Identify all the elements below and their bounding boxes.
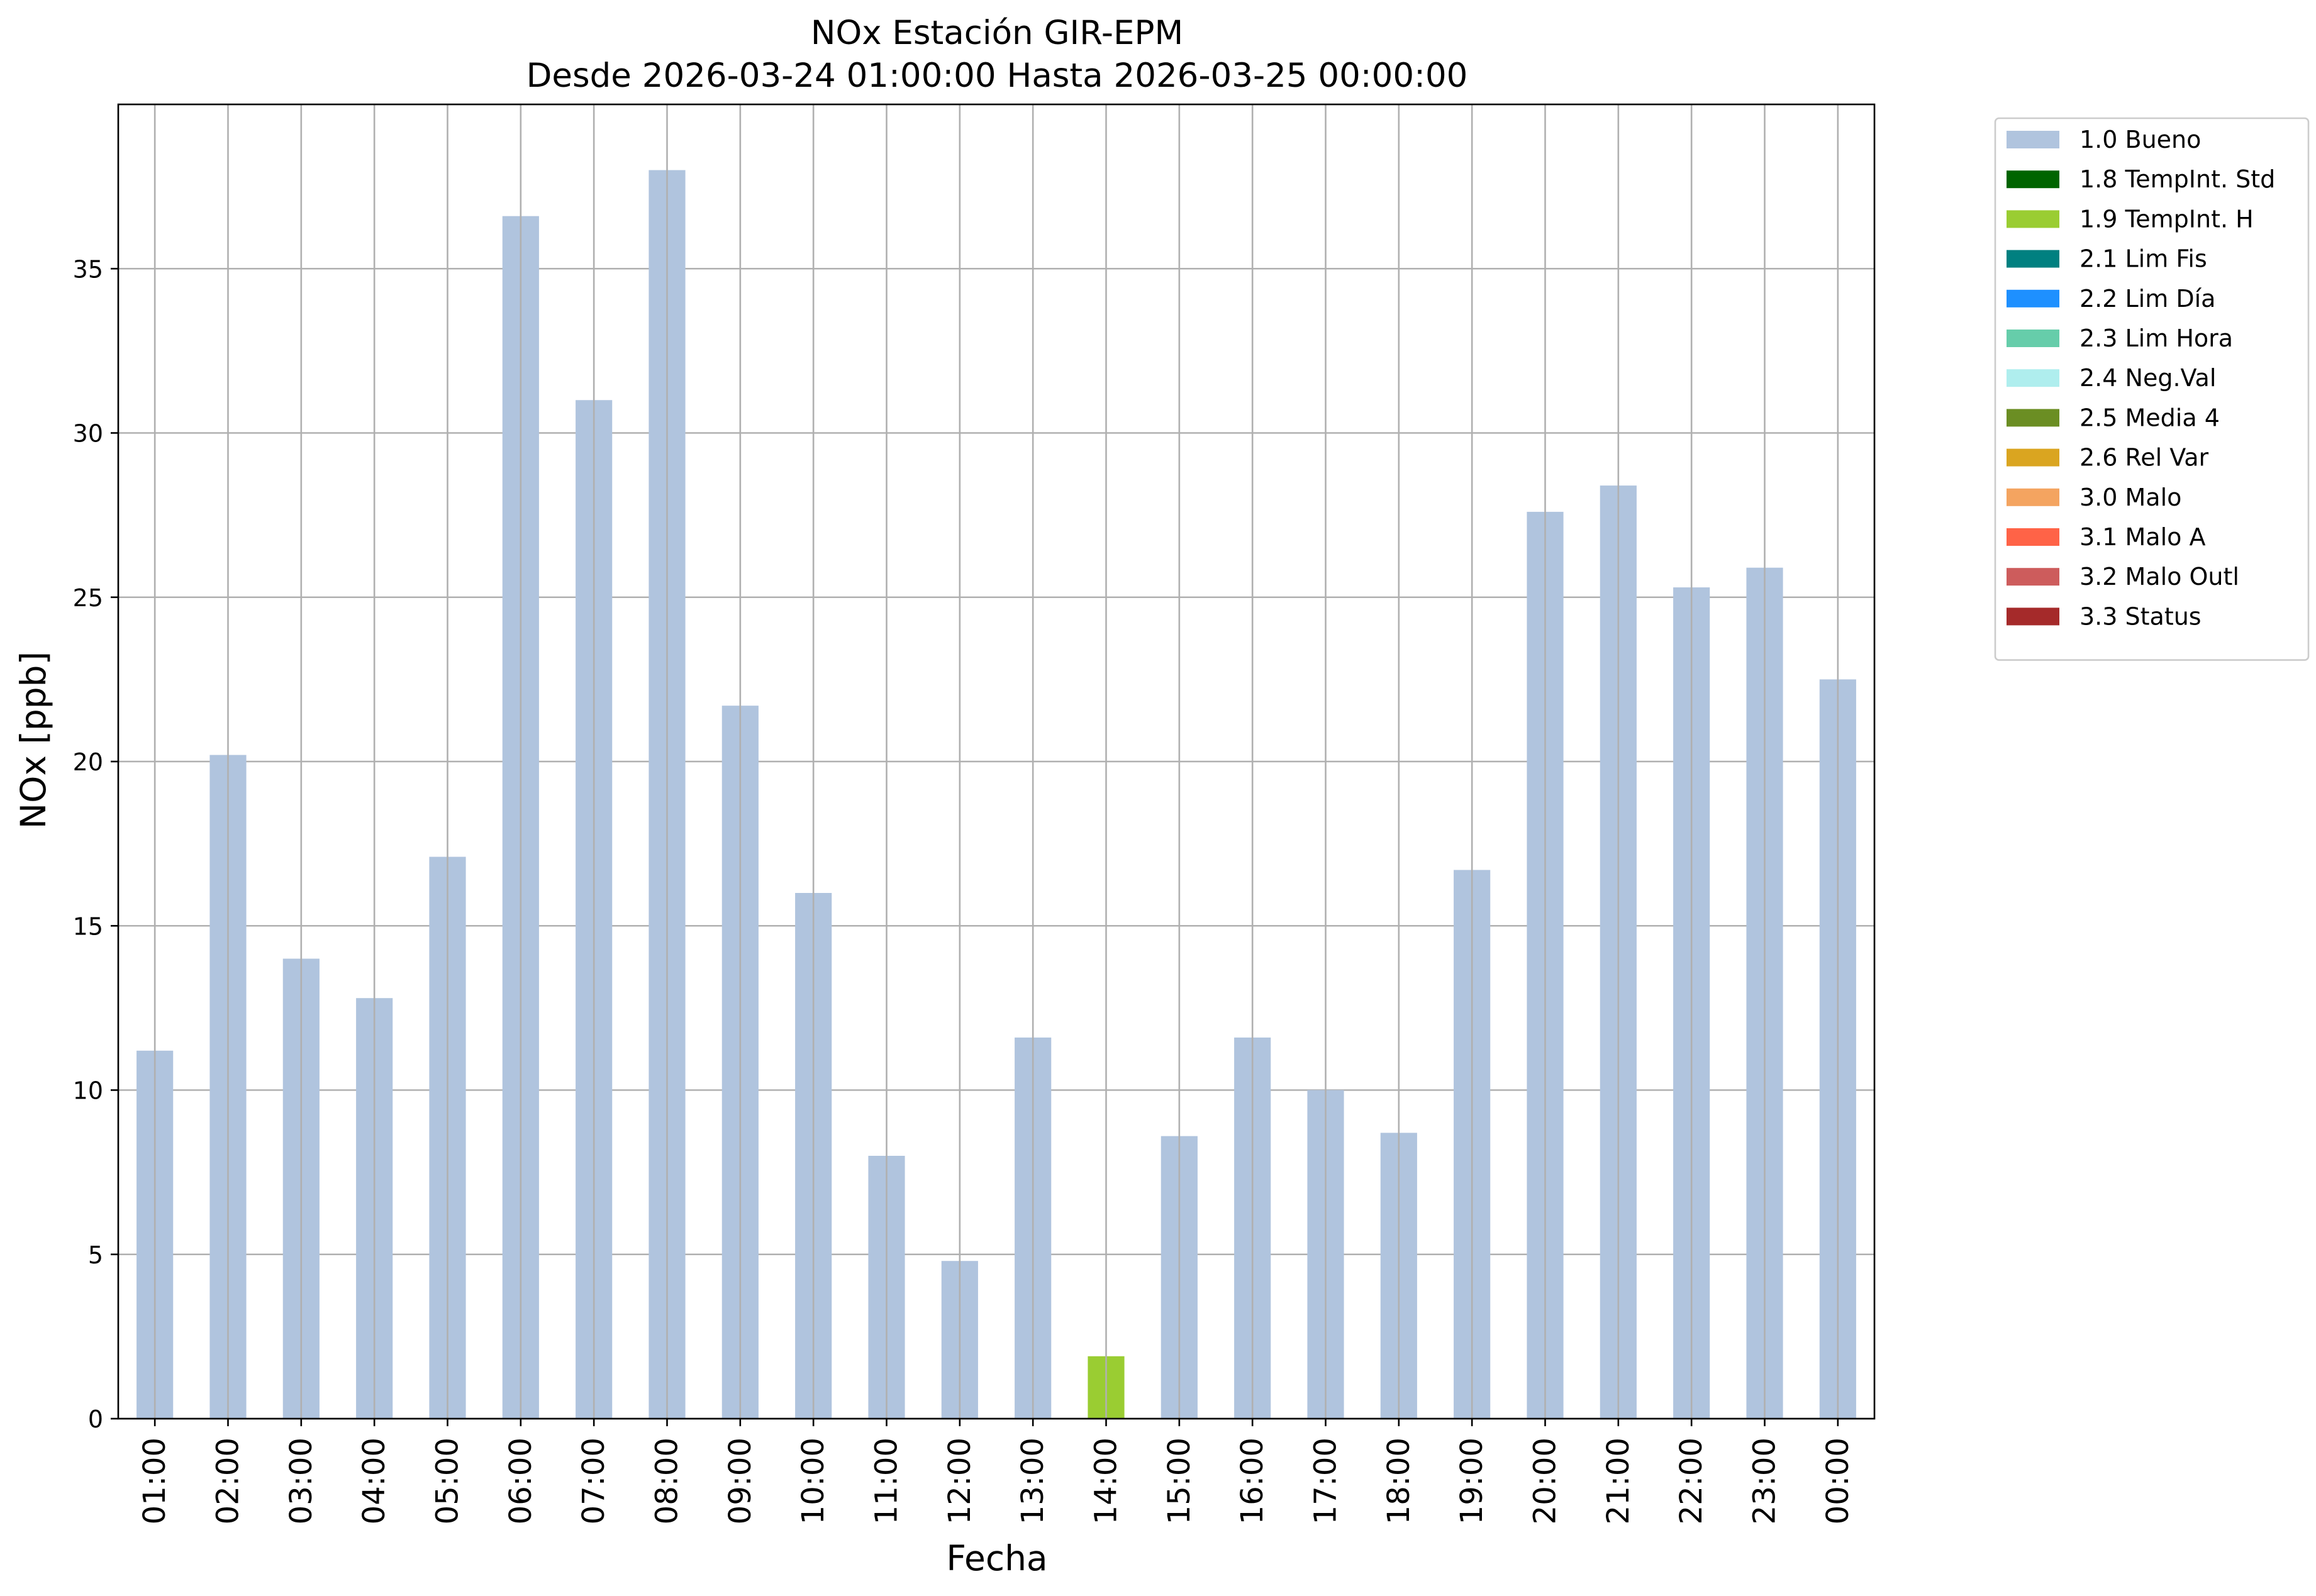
x-tick-label: 05:00 (430, 1438, 465, 1524)
legend-entry-label: 2.4 Neg.Val (2079, 364, 2216, 392)
y-axis-label: NOx [ppb] (13, 651, 53, 829)
x-axis-label: Fecha (946, 1538, 1047, 1578)
x-tick-label: 19:00 (1454, 1438, 1489, 1524)
legend-entry-label: 3.2 Malo Outl (2079, 563, 2239, 590)
x-tick-label: 23:00 (1747, 1438, 1783, 1524)
legend-swatch (2007, 289, 2059, 308)
y-tick-label: 30 (73, 420, 103, 448)
x-tick-label: 11:00 (869, 1438, 905, 1524)
y-tick-label: 25 (73, 584, 103, 612)
x-tick-label: 14:00 (1089, 1438, 1124, 1524)
grid-lines (118, 267, 1874, 1420)
chart-title-line2: Desde 2026-03-24 01:00:00 Hasta 2026-03-… (526, 57, 1468, 95)
x-tick-label: 06:00 (503, 1438, 538, 1524)
y-tick-label: 10 (73, 1077, 103, 1105)
x-tick-label: 15:00 (1162, 1438, 1197, 1524)
x-tick-label: 21:00 (1601, 1438, 1636, 1524)
legend-entry-label: 1.8 TempInt. Std (2079, 165, 2275, 193)
x-tick-label: 18:00 (1381, 1438, 1417, 1524)
legend-entry-label: 2.6 Rel Var (2079, 444, 2209, 472)
y-tick-label: 0 (88, 1405, 103, 1433)
x-tick-label: 03:00 (284, 1438, 319, 1524)
y-tick-label: 35 (73, 255, 103, 283)
x-tick-label: 17:00 (1308, 1438, 1344, 1524)
legend-swatch (2007, 170, 2059, 189)
legend-swatch (2007, 448, 2059, 467)
legend-swatch (2007, 607, 2059, 626)
legend-swatch (2007, 488, 2059, 506)
y-tick-label: 5 (88, 1241, 103, 1269)
legend-swatch (2007, 528, 2059, 546)
legend-swatch (2007, 250, 2059, 268)
legend-entry-label: 2.5 Media 4 (2079, 404, 2220, 431)
legend-entry-label: 2.3 Lim Hora (2079, 324, 2233, 352)
x-tick-label: 00:00 (1820, 1438, 1856, 1524)
legend-entry-label: 1.0 Bueno (2079, 126, 2201, 153)
legend-swatch (2007, 330, 2059, 347)
axes: 0 5 10 15 20 25 30 35 01:00 02:00 03:00 04:00 05:00 0… (73, 103, 1876, 1524)
x-tick-label: 10:00 (796, 1438, 831, 1524)
x-tick-label: 20:00 (1528, 1438, 1563, 1524)
legend-entry-label: 3.1 Malo A (2079, 523, 2205, 551)
y-tick-label: 15 (73, 912, 103, 940)
x-tick-label: 02:00 (211, 1438, 246, 1524)
x-tick-label: 07:00 (576, 1438, 611, 1524)
y-tick-label: 20 (73, 748, 103, 776)
x-tick-label: 08:00 (650, 1438, 685, 1524)
x-tick-label: 09:00 (723, 1438, 758, 1524)
chart-title-line1: NOx Estación GIR-EPM (811, 14, 1183, 52)
x-tick-label: 22:00 (1674, 1438, 1709, 1524)
x-tick-label: 12:00 (942, 1438, 977, 1524)
legend-entry-label: 1.9 TempInt. H (2079, 205, 2254, 233)
x-tick-label: 16:00 (1235, 1438, 1270, 1524)
legend-frame (1994, 117, 2310, 661)
legend-entry-label: 3.0 Malo (2079, 484, 2181, 511)
legend-entry-label: 2.1 Lim Fis (2079, 245, 2207, 273)
legend-swatch (2007, 409, 2059, 427)
x-tick-label: 04:00 (357, 1438, 392, 1524)
legend-swatch (2007, 210, 2059, 228)
legend: 1.0 Bueno 1.8 TempInt. Std 1.9 TempInt. H 2… (1994, 117, 2310, 661)
legend-entry-label: 2.2 Lim Día (2079, 285, 2215, 313)
legend-swatch (2007, 568, 2059, 586)
legend-entry-label: 3.3 Status (2079, 602, 2202, 630)
legend-swatch (2007, 369, 2059, 387)
x-tick-label: 13:00 (1015, 1438, 1050, 1524)
x-tick-label: 01:00 (137, 1438, 172, 1524)
legend-swatch (2007, 131, 2059, 148)
